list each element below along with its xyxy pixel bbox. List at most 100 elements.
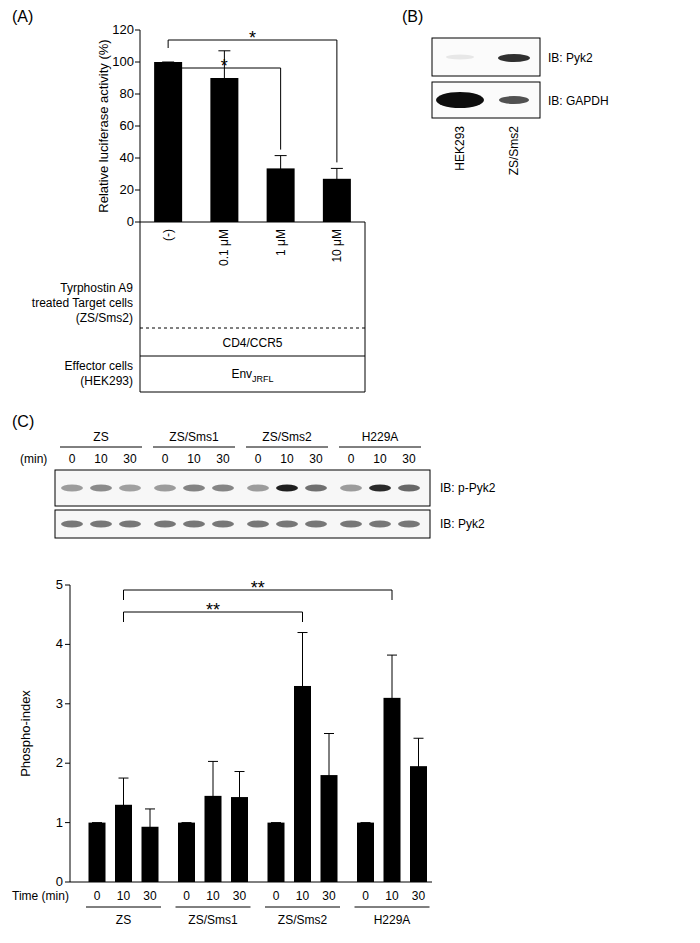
blot-label: IB: Pyk2: [440, 517, 485, 531]
table-divider: [140, 328, 365, 329]
x-tick-label: 0.1 μM: [217, 229, 231, 266]
y-tick: [135, 190, 140, 191]
blot-band: [369, 521, 391, 528]
blot-band: [247, 485, 269, 492]
blot-frame: [55, 510, 430, 538]
blot-band: [499, 96, 529, 104]
blot-frame: [432, 82, 540, 118]
error-bar: [92, 822, 102, 823]
blot-band: [276, 485, 298, 492]
group-underline: [246, 447, 328, 448]
blot-band: [276, 521, 298, 528]
lane-label: 10: [280, 452, 294, 466]
table-cell: CD4/CCR5: [222, 336, 282, 350]
error-bar-cap: [298, 632, 308, 633]
group-underline: [339, 447, 421, 448]
blot-band: [154, 521, 176, 528]
plot-area: [154, 51, 351, 222]
x-tick-label: 0: [273, 889, 280, 903]
blot-label: IB: p-Pyk2: [440, 481, 496, 495]
lane-label: ZS/Sms2: [507, 126, 521, 176]
error-bar-cap: [361, 822, 371, 823]
blot-band: [61, 521, 83, 528]
y-tick: [65, 822, 70, 823]
y-tick: [65, 882, 70, 883]
error-bar: [119, 778, 129, 831]
lane-label: 10: [94, 452, 108, 466]
error-bar-cap: [331, 168, 343, 169]
x-tick-label: 30: [412, 889, 426, 903]
panel-label: (C): [12, 413, 34, 430]
error-bar-line: [302, 633, 303, 740]
error-bar-cap: [414, 738, 424, 739]
background: [0, 0, 700, 943]
error-bar: [182, 822, 192, 823]
blot-band: [212, 521, 234, 528]
group-label: ZS/Sms1: [188, 913, 238, 927]
error-bar-cap: [145, 808, 155, 809]
bar: [178, 823, 195, 882]
y-axis-label: Relative luciferase activity (%): [96, 39, 111, 212]
lane-label: 0: [255, 452, 262, 466]
lane-label: HEK293: [453, 126, 467, 171]
blot-band: [436, 92, 484, 108]
y-tick-label: 20: [120, 182, 134, 197]
lane-group-label: H229A: [362, 430, 399, 444]
blot-band: [446, 55, 474, 60]
y-tick: [135, 62, 140, 63]
blot-frame: [432, 38, 540, 76]
blot-band: [154, 485, 176, 492]
y-tick: [65, 585, 70, 586]
y-tick: [65, 644, 70, 645]
error-bar-cap: [182, 822, 192, 823]
group-underline: [355, 907, 430, 908]
blot-band: [498, 54, 530, 62]
significance-mark: **: [251, 578, 265, 598]
plot-area: [89, 633, 428, 882]
y-tick: [135, 222, 140, 223]
y-axis-label: Phospho-index: [18, 690, 33, 777]
y-tick-label: 60: [120, 118, 134, 133]
blot-label: IB: GAPDH: [548, 94, 609, 108]
bar: [357, 823, 374, 882]
x-axis-label: Time (min): [12, 889, 69, 903]
error-bar: [218, 51, 230, 105]
group-underline: [176, 907, 251, 908]
lane-label: 30: [216, 452, 230, 466]
y-tick-label: 80: [120, 86, 134, 101]
error-bar-line: [123, 778, 124, 831]
y-tick-label: 4: [56, 636, 63, 651]
group-underline: [265, 907, 340, 908]
significance-bracket: [168, 40, 337, 162]
lane-label: 30: [402, 452, 416, 466]
group-label: H229A: [374, 913, 411, 927]
lane-group-label: ZS/Sms1: [169, 430, 219, 444]
error-bar: [298, 633, 308, 740]
y-tick: [135, 158, 140, 159]
blot-band: [247, 521, 269, 528]
group-label: ZS: [116, 913, 131, 927]
significance-bracket: [168, 68, 281, 150]
error-bar-cap: [271, 822, 281, 823]
table-cell-text: Env: [231, 367, 252, 381]
significance-mark: *: [221, 56, 228, 76]
lane-group-label: ZS/Sms2: [262, 430, 312, 444]
lane-label: 10: [373, 452, 387, 466]
error-bar-cap: [92, 822, 102, 823]
lane-label: 0: [69, 452, 76, 466]
blot-band: [340, 485, 362, 492]
blot-band: [183, 521, 205, 528]
x-tick-label: 10: [117, 889, 131, 903]
table-divider: [140, 356, 365, 357]
error-bar-cap: [235, 771, 245, 772]
error-bar-cap: [208, 761, 218, 762]
x-tick-label: 0: [362, 889, 369, 903]
x-tick-label: 1 μM: [274, 229, 288, 256]
blot-band: [305, 485, 327, 492]
x-tick-label: (-): [161, 229, 175, 241]
blot-band: [90, 485, 112, 492]
lane-label: 0: [348, 452, 355, 466]
error-bar: [235, 772, 245, 823]
blot-band: [119, 521, 141, 528]
error-bar: [162, 62, 174, 63]
